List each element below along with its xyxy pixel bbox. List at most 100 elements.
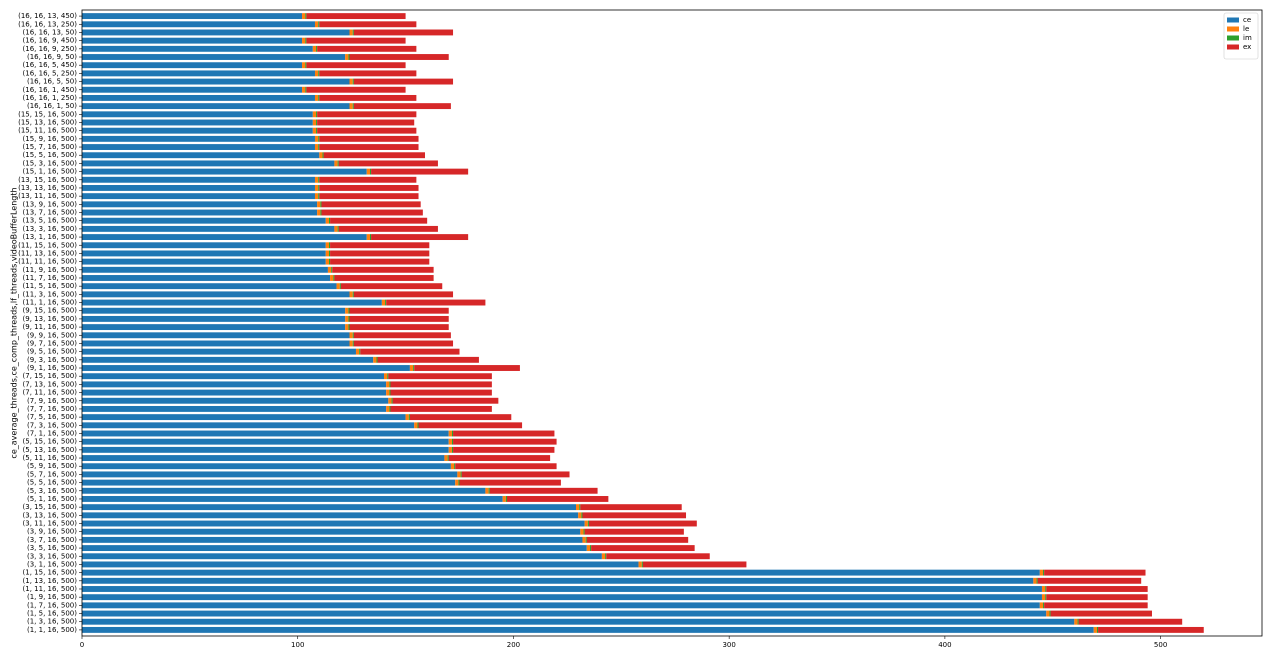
bar-segment [318, 193, 320, 200]
bar-segment [82, 569, 1040, 576]
y-tick-label: (1, 11, 16, 500) [23, 585, 78, 593]
y-tick-label: (7, 13, 16, 500) [23, 380, 78, 388]
bar-segment [82, 324, 346, 331]
bar-segment [1043, 569, 1045, 576]
bar-segment [1078, 618, 1183, 625]
bar-segment [314, 21, 319, 28]
bar-segment [384, 373, 388, 380]
bar-segment [580, 528, 584, 535]
bar-segment [359, 348, 361, 355]
y-tick-label: (9, 7, 16, 500) [27, 339, 77, 347]
y-tick-label: (9, 13, 16, 500) [23, 315, 78, 323]
y-tick-label: (15, 15, 16, 500) [18, 110, 77, 118]
bar-segment [82, 422, 415, 429]
bar-segment [327, 266, 332, 273]
bar-segment [82, 389, 387, 396]
bar-segment [349, 315, 449, 322]
bar-segment [352, 29, 354, 36]
bar-segment [82, 54, 346, 60]
y-tick-label: (15, 3, 16, 500) [23, 159, 78, 167]
x-tick-label: 400 [938, 641, 951, 649]
bar-segment [349, 332, 353, 339]
bar-segment [390, 405, 492, 412]
y-tick-label: (13, 3, 16, 500) [23, 225, 78, 233]
bar-segment [1043, 602, 1045, 609]
bar-segment [320, 201, 322, 208]
bar-segment [82, 193, 315, 200]
bar-segment [1044, 569, 1146, 576]
bar-segment [306, 13, 406, 20]
bar-segment [330, 217, 428, 224]
bar-segment [414, 365, 520, 371]
bar-segment [317, 45, 417, 52]
bar-segment [1037, 577, 1142, 584]
bar-segment [302, 86, 306, 93]
y-tick-label: (5, 1, 16, 500) [27, 495, 77, 503]
y-tick-label: (16, 16, 1, 50) [27, 102, 77, 110]
y-tick-label: (16, 16, 5, 250) [23, 69, 78, 77]
bar-segment [353, 340, 454, 347]
bar-segment [488, 487, 490, 494]
bar-segment [1096, 626, 1099, 633]
plot-frame [81, 9, 1263, 637]
bar-segment [82, 103, 350, 110]
bar-segment [355, 348, 360, 355]
bar-segment [82, 78, 350, 85]
bar-segment [413, 365, 415, 371]
y-tick-label: (3, 15, 16, 500) [23, 503, 78, 511]
y-tick-label: (11, 7, 16, 500) [23, 274, 78, 282]
bar-segment [392, 397, 499, 404]
bar-segment [321, 209, 423, 216]
bar-segment [387, 373, 389, 380]
bar-segment [448, 455, 551, 461]
bar-segment [579, 504, 581, 511]
bar-segment [334, 275, 434, 281]
bar-segment [82, 373, 385, 380]
bar-segment [337, 160, 339, 167]
bar-segment [455, 479, 459, 486]
bar-segment [352, 78, 354, 85]
bar-segment [345, 54, 349, 60]
bar-segment [417, 422, 419, 429]
bar-segment [345, 307, 349, 314]
bar-segment [82, 397, 389, 404]
bar-segment [82, 479, 456, 486]
bar-segment [409, 414, 512, 421]
bar-segment [1077, 618, 1079, 625]
bar-segment [349, 307, 449, 314]
y-axis-label: ce_average_threads,ce_comp_threads,lf_th… [10, 187, 19, 458]
y-tick-label: (7, 1, 16, 500) [27, 429, 77, 437]
bar-segment [506, 496, 609, 502]
bar-segment [319, 144, 419, 150]
bar-segment [305, 37, 307, 44]
bar-segment [388, 373, 492, 380]
y-tick-label: (15, 5, 16, 500) [23, 151, 78, 159]
bar-segment [312, 127, 317, 134]
bar-segment [587, 520, 589, 527]
y-tick-label: (11, 1, 16, 500) [23, 299, 78, 307]
bar-segment [82, 94, 315, 101]
y-tick-label: (1, 9, 16, 500) [27, 593, 77, 601]
bar-segment [1046, 594, 1148, 601]
y-tick-label: (9, 11, 16, 500) [23, 323, 78, 331]
bar-segment [389, 381, 391, 388]
bar-segment [330, 250, 430, 257]
bar-segment [348, 315, 350, 322]
bar-segment [319, 185, 419, 191]
bar-segment [1041, 594, 1046, 601]
bar-segment [82, 528, 581, 535]
bar-segment [82, 536, 583, 543]
y-tick-label: (13, 11, 16, 500) [18, 192, 77, 200]
bar-segment [82, 86, 303, 93]
bar-segment [580, 504, 682, 511]
bar-segment [330, 258, 430, 265]
bar-segment [82, 225, 335, 232]
bar-segment [451, 446, 454, 453]
y-tick-label: (7, 15, 16, 500) [23, 372, 78, 380]
bar-segment [82, 144, 315, 150]
bar-segment [386, 405, 390, 412]
bar-segment [352, 291, 354, 298]
y-tick-label: (13, 7, 16, 500) [23, 209, 78, 217]
bar-segment [317, 119, 415, 126]
y-tick-label: (16, 16, 5, 50) [27, 78, 77, 86]
